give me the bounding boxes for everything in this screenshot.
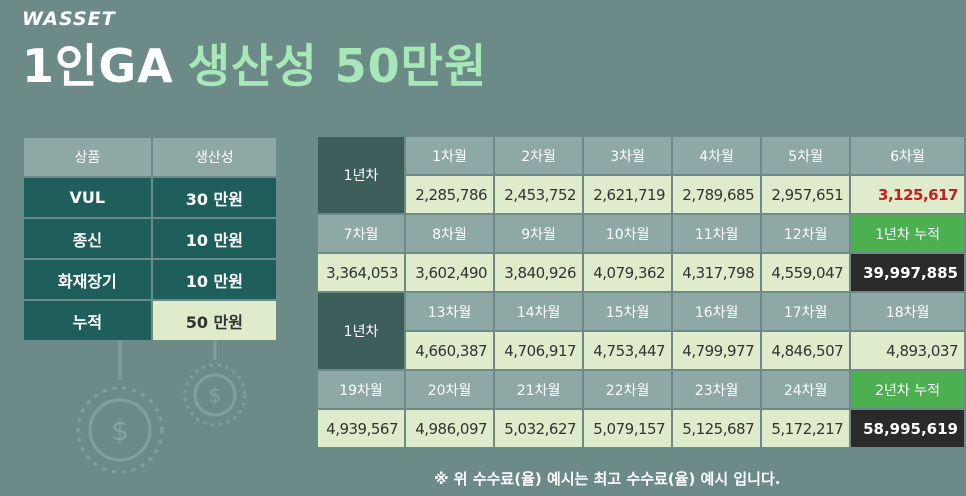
month-header: 12차월 — [762, 215, 850, 252]
month-header: 18차월 — [851, 293, 964, 330]
money-bulb-icon: $ $ — [76, 340, 247, 474]
month-header: 2차월 — [495, 137, 583, 174]
title-part2: 생산성 50만원 — [187, 39, 488, 93]
month-value: 4,799,977 — [673, 332, 761, 369]
month-header: 16차월 — [673, 293, 761, 330]
month-value: 5,125,687 — [673, 410, 761, 447]
month-header: 3차월 — [584, 137, 672, 174]
product-name: 화재장기 — [24, 260, 151, 299]
header-product: 상품 — [24, 138, 151, 176]
month-header: 1차월 — [406, 137, 494, 174]
month-header: 9차월 — [495, 215, 583, 252]
month-value: 2,621,719 — [584, 176, 672, 213]
month-value: 5,032,627 — [495, 410, 583, 447]
month-value: 5,079,157 — [584, 410, 672, 447]
table-row: 종신 10 만원 — [24, 219, 276, 258]
product-value: 30 만원 — [152, 178, 276, 217]
table-row: 화재장기 10 만원 — [24, 260, 276, 299]
product-name: 종신 — [24, 219, 151, 258]
month-value: 4,753,447 — [584, 332, 672, 369]
month-value: 4,559,047 — [762, 254, 850, 291]
table-row: 누적 50 만원 — [24, 301, 276, 340]
brand-logo: WASSET — [22, 8, 116, 30]
page-title: 1인GA 생산성 50만원 — [22, 30, 487, 96]
month-value: 2,789,685 — [673, 176, 761, 213]
month-header: 20차월 — [406, 371, 494, 408]
year-label: 1년차 — [318, 293, 404, 369]
cumulative-header: 2년차 누적 — [851, 371, 964, 408]
month-header: 8차월 — [406, 215, 494, 252]
month-value: 3,840,926 — [495, 254, 583, 291]
month-value: 4,986,097 — [406, 410, 494, 447]
year-label: 1년차 — [318, 137, 404, 213]
product-value: 10 만원 — [152, 260, 276, 299]
svg-text:$: $ — [111, 414, 129, 447]
month-value: 4,079,362 — [584, 254, 672, 291]
month-header: 11차월 — [673, 215, 761, 252]
header-productivity: 생산성 — [152, 138, 276, 176]
month-value: 2,453,752 — [495, 176, 583, 213]
commission-grid: 1년차 1차월 2차월 3차월 4차월 5차월 6차월 2,285,786 2,… — [316, 135, 966, 449]
product-value: 50 만원 — [152, 301, 276, 340]
month-header: 13차월 — [406, 293, 494, 330]
month-header: 15차월 — [584, 293, 672, 330]
footnote: ※ 위 수수료(율) 예시는 최고 수수료(율) 예시 입니다. — [434, 470, 781, 488]
product-name: VUL — [24, 178, 151, 217]
month-value: 4,660,387 — [406, 332, 494, 369]
month-header: 6차월 — [851, 137, 964, 174]
product-value: 10 만원 — [152, 219, 276, 258]
month-value-highlight: 3,125,617 — [851, 176, 964, 213]
product-name: 누적 — [24, 301, 151, 340]
cumulative-header: 1년차 누적 — [851, 215, 964, 252]
month-header: 7차월 — [318, 215, 404, 252]
title-part1: 1인GA — [22, 39, 174, 93]
month-value: 2,957,651 — [762, 176, 850, 213]
month-value: 5,172,217 — [762, 410, 850, 447]
month-value: 3,364,053 — [318, 254, 404, 291]
cumulative-value: 58,995,619 — [851, 410, 964, 447]
table-row: VUL 30 만원 — [24, 178, 276, 217]
month-value: 2,285,786 — [406, 176, 494, 213]
month-value: 4,939,567 — [318, 410, 404, 447]
month-header: 23차월 — [673, 371, 761, 408]
month-header: 22차월 — [584, 371, 672, 408]
cumulative-value: 39,997,885 — [851, 254, 964, 291]
month-header: 17차월 — [762, 293, 850, 330]
month-value: 4,846,507 — [762, 332, 850, 369]
month-header: 24차월 — [762, 371, 850, 408]
month-value: 3,602,490 — [406, 254, 494, 291]
month-header: 14차월 — [495, 293, 583, 330]
month-header: 10차월 — [584, 215, 672, 252]
month-value: 4,893,037 — [851, 332, 964, 369]
month-header: 4차월 — [673, 137, 761, 174]
month-value: 4,706,917 — [495, 332, 583, 369]
month-header: 19차월 — [318, 371, 404, 408]
svg-text:$: $ — [209, 383, 222, 407]
month-header: 5차월 — [762, 137, 850, 174]
month-value: 4,317,798 — [673, 254, 761, 291]
month-header: 21차월 — [495, 371, 583, 408]
product-table: 상품 생산성 VUL 30 만원 종신 10 만원 화재장기 10 만원 누적 … — [22, 136, 278, 342]
